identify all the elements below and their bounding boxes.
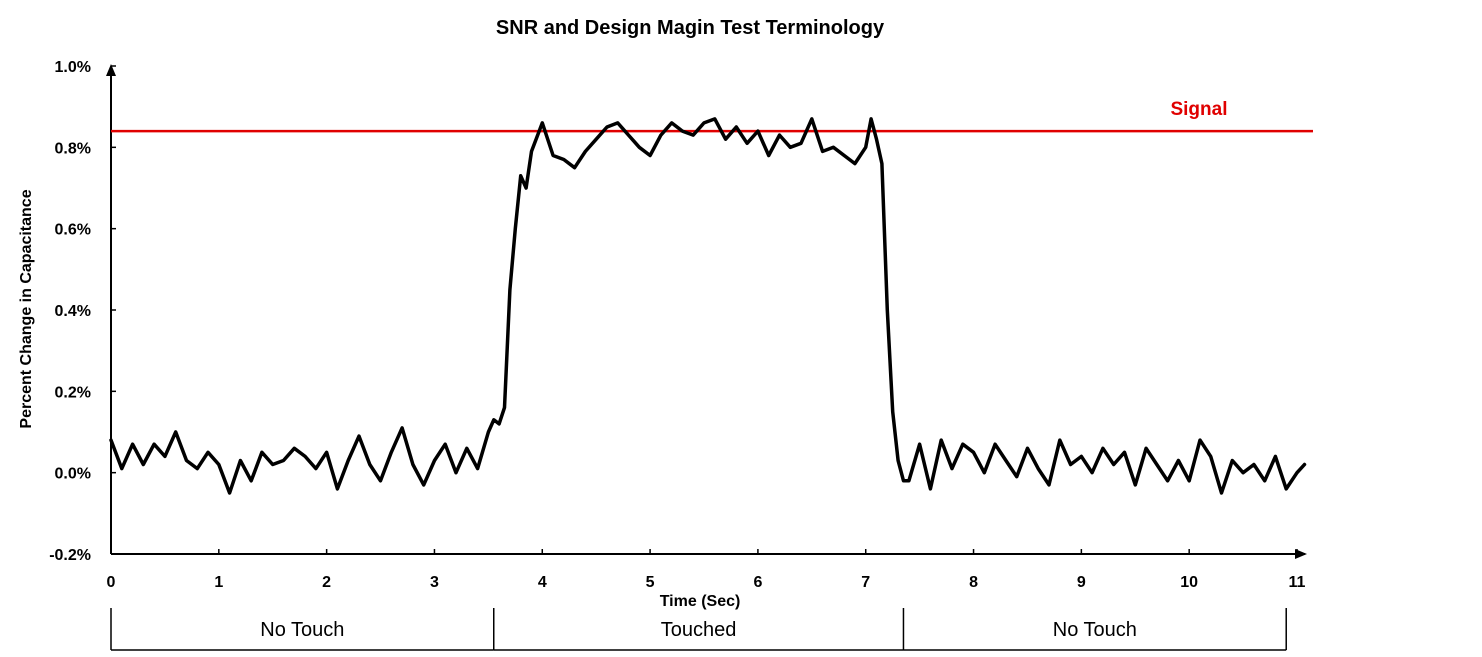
series-line (109, 117, 1307, 495)
x-tick-label: 1 (214, 574, 223, 591)
plot-area (109, 117, 1313, 495)
x-tick-label: 10 (1180, 574, 1198, 591)
x-tick-label: 6 (753, 574, 762, 591)
region-label: Touched (661, 619, 737, 641)
chart-title: SNR and Design Magin Test Terminology (496, 17, 885, 39)
x-tick-label: 3 (430, 574, 439, 591)
x-tick-label: 7 (861, 574, 870, 591)
y-tick-label: -0.2% (49, 547, 91, 564)
y-tick-label: 0.4% (55, 303, 91, 320)
signal-label: Signal (1170, 99, 1227, 120)
x-tick-label: 9 (1077, 574, 1086, 591)
x-tick-label: 4 (538, 574, 547, 591)
y-tick-label: 0.8% (55, 140, 91, 157)
region-label: No Touch (1053, 619, 1137, 641)
region-label: No Touch (260, 619, 344, 641)
y-axis-label: Percent Change in Capacitance (18, 189, 35, 428)
x-tick-label: 8 (969, 574, 978, 591)
x-tick-label: 2 (322, 574, 331, 591)
y-tick-label: 0.6% (55, 222, 91, 239)
y-tick-label: 1.0% (55, 59, 91, 76)
x-axis-label: Time (Sec) (660, 593, 741, 610)
x-tick-label: 5 (646, 574, 655, 591)
touch-regions: No Touch Touched No Touch (110, 608, 1287, 651)
x-axis-arrow (1295, 549, 1307, 559)
y-tick-label: 0.0% (55, 466, 91, 483)
x-tick-label: 11 (1289, 574, 1306, 591)
y-tick-label: 0.2% (55, 384, 91, 401)
x-tick-label: 0 (107, 574, 116, 591)
axes: -0.2% 0.0% 0.2% 0.4% 0.6% 0.8% 1.0% 0 1 2 3 4 5 6 7 8 9 1… (49, 59, 1307, 591)
y-axis-arrow (106, 64, 116, 76)
